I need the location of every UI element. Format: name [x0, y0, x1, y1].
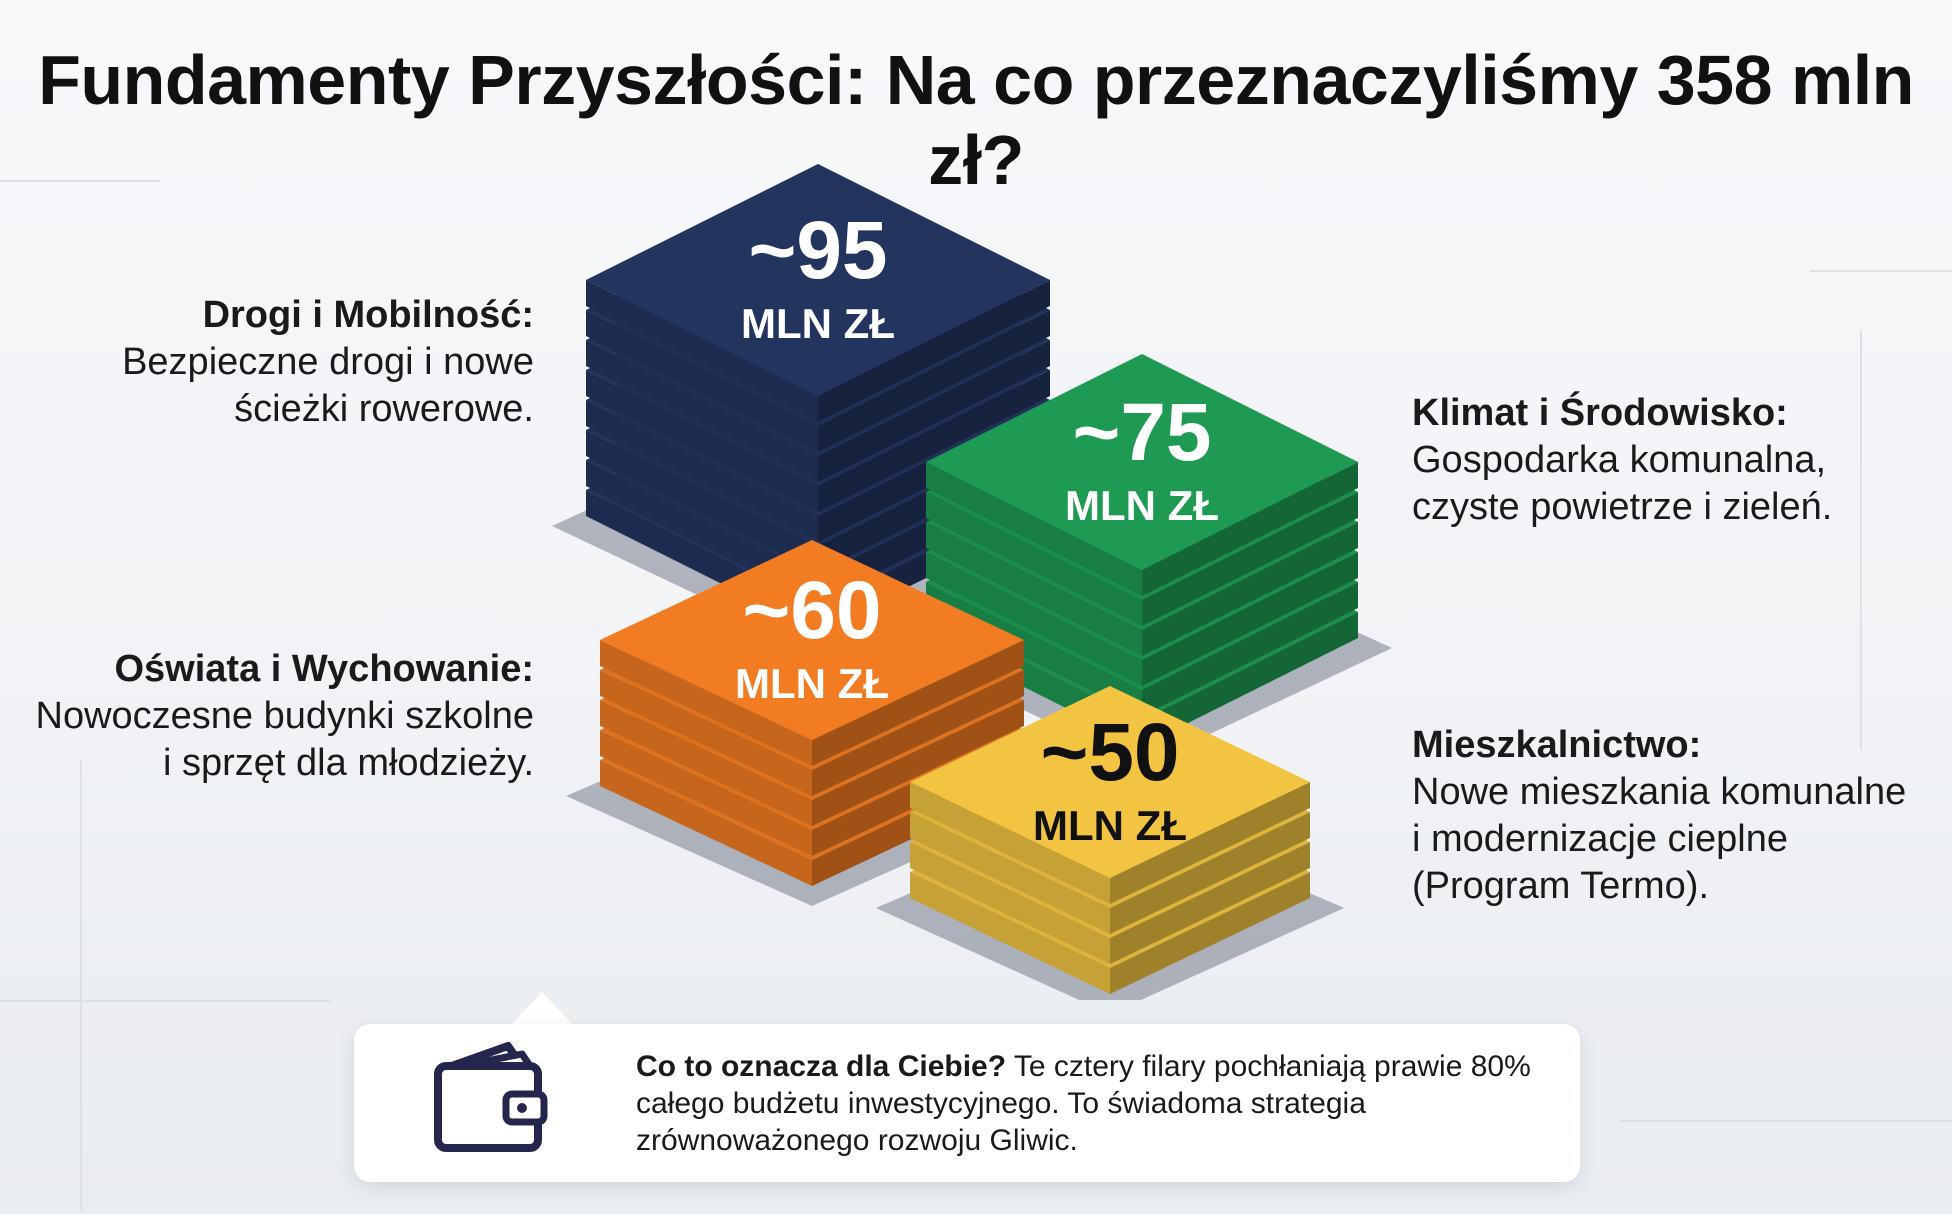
bar-slab-left-face: [926, 552, 1142, 686]
label-line: Nowe mieszkania komunalne: [1412, 771, 1907, 813]
page-title: Fundamenty Przyszłości: Na co przeznaczy…: [38, 41, 1914, 199]
bar-slab-left-face: [600, 640, 812, 766]
bar-slab-left-face: [600, 760, 812, 886]
bar-slab-left-face: [926, 462, 1142, 596]
bar-slab-left-face: [910, 872, 1110, 994]
bar-slab-right-face: [1110, 872, 1310, 994]
label-heading: Drogi i Mobilność:: [202, 294, 534, 336]
label-heading: Mieszkalnictwo:: [1412, 724, 1702, 766]
callout-bold: Co to oznacza dla Ciebie?: [636, 1050, 1007, 1083]
bar-slab-left-face: [600, 670, 812, 796]
bar-slab-right-face: [812, 640, 1024, 766]
bar-slab-left-face: [600, 700, 812, 826]
bar-slab-left-face: [910, 782, 1110, 904]
bar-slab-right-face: [1142, 552, 1358, 686]
data-label-value: ~95: [748, 205, 887, 296]
data-label-value: ~60: [742, 565, 881, 656]
data-label-unit: MLN ZŁ: [1033, 802, 1187, 849]
bar-slab-right-face: [1142, 582, 1358, 716]
label-line: Gospodarka komunalna,: [1412, 439, 1827, 481]
label-line: Nowoczesne budynki szkolne: [35, 695, 535, 737]
bar-slab-left-face: [586, 370, 818, 512]
label-line: (Program Termo).: [1412, 865, 1710, 907]
bar-slab-right-face: [1142, 492, 1358, 626]
background-line: [1810, 270, 1952, 272]
bar-slab-right-face: [1142, 612, 1358, 746]
bar-slab-left-face: [586, 430, 818, 572]
callout-box: [354, 1024, 1580, 1182]
label-drogi: Drogi i Mobilność: Bezpieczne drogi i no…: [122, 292, 534, 433]
bar-slab-right-face: [1110, 782, 1310, 904]
data-label-value: ~50: [1040, 707, 1179, 798]
bar-slab-right-face: [818, 310, 1050, 452]
bar-slab-top-face: [926, 354, 1358, 570]
callout-body: Te cztery filary pochłaniają prawie 80% …: [636, 1050, 1531, 1157]
bar-slab-top-face: [586, 164, 1050, 396]
label-klimat: Klimat i Środowisko: Gospodarka komunaln…: [1412, 390, 1832, 531]
background-line: [0, 1000, 330, 1002]
bar-slab-top-face: [910, 686, 1310, 878]
bar-slab-right-face: [812, 700, 1024, 826]
bar-slab-right-face: [1110, 812, 1310, 934]
data-label-value: ~75: [1072, 387, 1211, 478]
bar-slab-right-face: [1142, 522, 1358, 656]
label-line: Bezpieczne drogi i nowe: [122, 341, 534, 383]
bar-slab-left-face: [926, 582, 1142, 716]
data-label-unit: MLN ZŁ: [741, 300, 895, 347]
background-line: [1620, 1120, 1952, 1122]
label-oswiata: Oświata i Wychowanie: Nowoczesne budynki…: [36, 646, 535, 787]
label-mieszkalnictwo: Mieszkalnictwo: Nowe mieszkania komunaln…: [1412, 722, 1906, 910]
bar-slab-top-face: [600, 540, 1024, 740]
callout-pointer: [510, 992, 574, 1026]
bar-slab-left-face: [586, 400, 818, 542]
bar-slab-right-face: [818, 280, 1050, 422]
bar-slab-left-face: [586, 340, 818, 482]
bar-slab-left-face: [586, 280, 818, 422]
callout-text: Co to oznacza dla Ciebie? Te cztery fila…: [636, 1048, 1536, 1159]
bar-slab-left-face: [586, 310, 818, 452]
bar-slab-left-face: [600, 730, 812, 856]
data-label-unit: MLN ZŁ: [735, 660, 889, 707]
bar-slab-right-face: [812, 670, 1024, 796]
background-line: [0, 180, 160, 182]
bar-slab-left-face: [926, 522, 1142, 656]
background-line: [1860, 330, 1862, 750]
bar-slab-right-face: [818, 370, 1050, 512]
bar-slab-right-face: [1110, 842, 1310, 964]
bar-slab-right-face: [1142, 462, 1358, 596]
label-line: ścieżki rowerowe.: [234, 388, 534, 430]
background-line: [80, 760, 82, 1210]
bar-slab-left-face: [910, 842, 1110, 964]
bar-slab-left-face: [910, 812, 1110, 934]
bar-slab-right-face: [818, 340, 1050, 482]
label-heading: Klimat i Środowisko:: [1412, 392, 1788, 434]
wallet-icon: [434, 1042, 548, 1152]
label-line: i sprzęt dla młodzieży.: [163, 742, 534, 784]
label-heading: Oświata i Wychowanie:: [114, 648, 534, 690]
label-line: i modernizacje cieplne: [1412, 818, 1788, 860]
label-line: czyste powietrze i zieleń.: [1412, 486, 1833, 528]
bar-slab-left-face: [926, 492, 1142, 626]
data-label-unit: MLN ZŁ: [1065, 482, 1219, 529]
